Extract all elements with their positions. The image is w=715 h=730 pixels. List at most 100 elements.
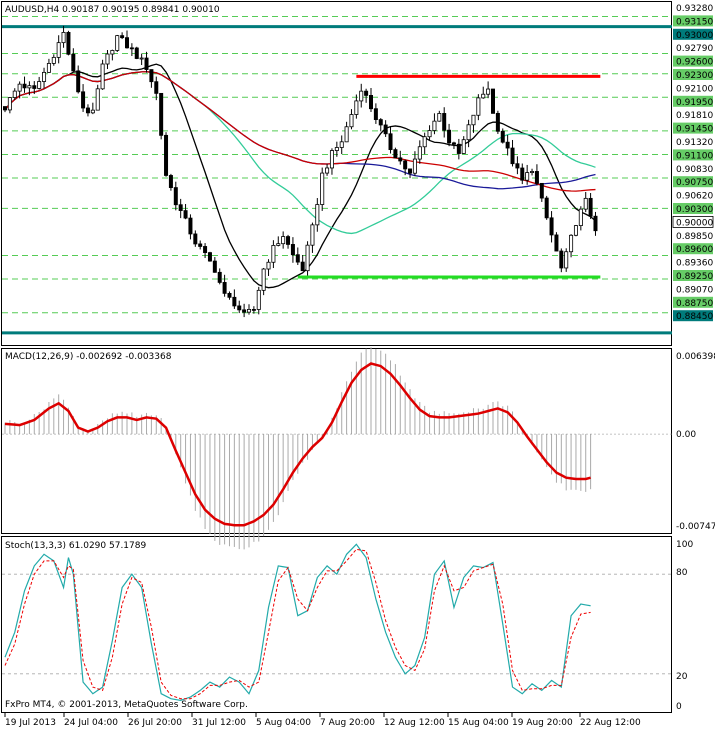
candle-body bbox=[544, 197, 549, 219]
candle-body bbox=[12, 90, 17, 98]
candle-body bbox=[203, 246, 208, 254]
macd-axis-bottom: -0.007475 bbox=[676, 522, 715, 532]
candle-body bbox=[3, 106, 8, 111]
candle-body bbox=[207, 252, 212, 262]
candle-body bbox=[554, 234, 559, 252]
candle-body bbox=[481, 93, 486, 99]
candle-body bbox=[539, 182, 544, 199]
candle-body bbox=[354, 100, 359, 115]
candle-body bbox=[329, 150, 334, 169]
ma-long-line bbox=[4, 71, 596, 192]
time-label: 19 Jul 2013 bbox=[5, 718, 56, 728]
candle-body bbox=[398, 157, 403, 162]
candle-body bbox=[412, 158, 417, 174]
candle-body bbox=[500, 130, 505, 143]
price-label: 0.91100 bbox=[676, 151, 713, 161]
candle-body bbox=[295, 254, 300, 263]
candle-body bbox=[56, 42, 61, 58]
macd-panel-title: MACD(12,26,9) -0.002692 -0.003368 bbox=[5, 352, 172, 362]
candle-body bbox=[27, 85, 32, 89]
candle-body bbox=[90, 109, 95, 114]
candle-body bbox=[61, 31, 66, 44]
candle-body bbox=[471, 114, 476, 126]
candle-body bbox=[237, 305, 242, 311]
price-label: 0.90750 bbox=[676, 178, 713, 188]
stoch-axis-0: 0 bbox=[676, 702, 682, 712]
candle-body bbox=[17, 83, 22, 92]
stoch-axis-20: 20 bbox=[676, 672, 688, 682]
stoch-axis-80: 80 bbox=[676, 568, 688, 578]
candle-body bbox=[276, 243, 281, 246]
candle-body bbox=[442, 113, 447, 131]
candle-body bbox=[378, 119, 383, 126]
candle-body bbox=[115, 35, 120, 51]
candle-body bbox=[125, 37, 130, 49]
stoch-main-line bbox=[4, 543, 591, 701]
candle-body bbox=[281, 236, 286, 245]
candle-body bbox=[71, 53, 76, 72]
candle-body bbox=[310, 224, 315, 246]
price-label-box bbox=[673, 15, 713, 27]
time-label: 24 Jul 04:00 bbox=[64, 718, 118, 728]
price-label: 0.91450 bbox=[676, 125, 713, 135]
stoch-signal-line bbox=[4, 548, 591, 700]
candle-body bbox=[451, 142, 456, 145]
candle-body bbox=[222, 282, 227, 294]
candle-body bbox=[242, 309, 247, 313]
candle-body bbox=[427, 130, 432, 138]
candle-body bbox=[159, 92, 164, 136]
price-label-box bbox=[673, 95, 713, 107]
candle-body bbox=[510, 147, 515, 165]
candle-body bbox=[569, 234, 574, 253]
candle-body bbox=[573, 225, 578, 236]
candle-body bbox=[447, 129, 452, 144]
candle-body bbox=[251, 309, 256, 311]
price-label: 0.88750 bbox=[676, 299, 713, 309]
candle-body bbox=[549, 217, 554, 236]
candle-body bbox=[100, 63, 105, 90]
candle-body bbox=[32, 85, 37, 89]
main-panel-frame bbox=[1, 1, 672, 346]
candle-body bbox=[183, 210, 188, 219]
price-label-box bbox=[672, 215, 714, 228]
candle-body bbox=[227, 292, 232, 298]
candle-body bbox=[290, 244, 295, 256]
price-label: 0.88450 bbox=[676, 312, 713, 322]
candle-body bbox=[486, 88, 491, 95]
candle-body bbox=[383, 124, 388, 135]
candle-body bbox=[344, 126, 349, 143]
price-label-box bbox=[673, 149, 713, 161]
price-label: 0.89600 bbox=[676, 245, 713, 255]
candle-body bbox=[37, 81, 42, 89]
candle-body bbox=[266, 261, 271, 270]
candle-body bbox=[217, 271, 222, 283]
candle-body bbox=[81, 91, 86, 109]
candle-body bbox=[578, 208, 583, 227]
price-label-box bbox=[673, 122, 713, 134]
macd-panel-frame bbox=[1, 348, 672, 534]
price-label-box bbox=[673, 55, 713, 67]
candle-body bbox=[349, 114, 354, 128]
time-label: 15 Aug 04:00 bbox=[448, 718, 509, 728]
candle-body bbox=[520, 167, 525, 181]
candle-body bbox=[325, 167, 330, 174]
candle-body bbox=[437, 113, 442, 122]
candle-body bbox=[373, 108, 378, 120]
candle-body bbox=[432, 120, 437, 131]
price-label: 0.91810 bbox=[676, 111, 713, 121]
candle-body bbox=[85, 107, 90, 114]
candle-body bbox=[368, 95, 373, 110]
time-label: 26 Jul 20:00 bbox=[128, 718, 182, 728]
candle-body bbox=[315, 204, 320, 226]
candle-body bbox=[525, 172, 530, 181]
candle-body bbox=[364, 90, 369, 96]
candle-body bbox=[149, 69, 154, 83]
candle-body bbox=[495, 112, 500, 132]
candle-body bbox=[120, 35, 125, 39]
candle-body bbox=[286, 236, 291, 245]
candle-body bbox=[320, 172, 325, 205]
price-label-box bbox=[673, 176, 713, 188]
candle-body bbox=[300, 261, 305, 272]
candle-body bbox=[22, 83, 27, 89]
price-label: 0.89360 bbox=[676, 259, 713, 269]
